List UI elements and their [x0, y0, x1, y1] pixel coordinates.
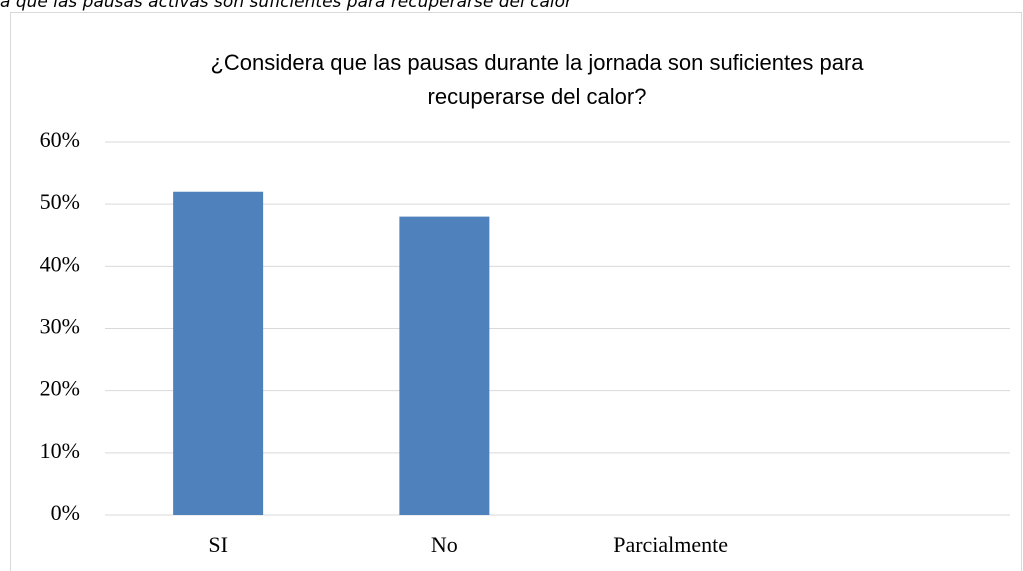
x-tick-label: SI: [208, 532, 228, 557]
y-tick-label: 50%: [40, 189, 80, 214]
y-tick-label: 30%: [40, 314, 80, 339]
x-tick-label: Parcialmente: [613, 532, 728, 557]
y-tick-label: 40%: [40, 251, 80, 276]
chart-title: ¿Considera que las pausas durante la jor…: [210, 50, 864, 75]
y-tick-label: 20%: [40, 376, 80, 401]
x-tick-label: No: [431, 532, 458, 557]
bar: [173, 191, 264, 515]
y-tick-label: 10%: [40, 438, 80, 463]
y-tick-label: 60%: [40, 127, 80, 152]
chart-title: recuperarse del calor?: [428, 84, 647, 109]
bar: [399, 216, 490, 515]
y-tick-label: 0%: [51, 500, 80, 525]
caption: a que las pausas activas son suficientes…: [0, 0, 573, 12]
